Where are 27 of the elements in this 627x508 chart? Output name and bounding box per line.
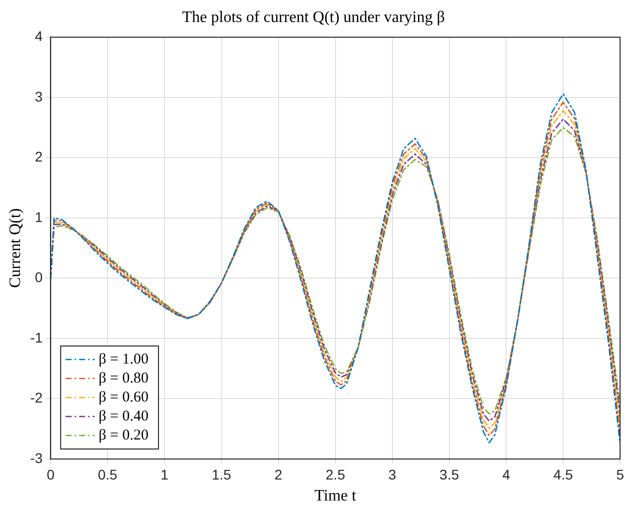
y-tick-label: 0 xyxy=(34,269,43,286)
y-tick-label: 2 xyxy=(34,148,43,165)
legend-label: β = 0.40 xyxy=(98,408,148,424)
x-axis-title: Time t xyxy=(314,488,357,505)
legend-label: β = 0.20 xyxy=(98,427,148,444)
chart-title: The plots of current Q(t) under varying β xyxy=(182,8,445,26)
y-axis-title: Current Q(t) xyxy=(6,208,24,288)
y-tick-label: 1 xyxy=(34,208,43,225)
x-tick-label: 2 xyxy=(274,466,283,482)
y-tick-label: -3 xyxy=(30,450,43,466)
y-tick-label: 4 xyxy=(34,28,43,44)
x-tick-label: 1 xyxy=(160,466,169,482)
legend-label: β = 1.00 xyxy=(98,351,148,368)
x-tick-label: 0 xyxy=(46,466,55,482)
legend-label: β = 0.60 xyxy=(98,389,148,406)
y-tick-label: -2 xyxy=(30,390,43,406)
x-tick-label: 1.5 xyxy=(212,466,232,482)
x-tick-label: 0.5 xyxy=(98,466,118,482)
legend-label: β = 0.80 xyxy=(98,370,148,386)
y-tick-label: -1 xyxy=(30,329,43,346)
x-tick-label: 3 xyxy=(388,466,396,482)
x-tick-label: 3.5 xyxy=(440,466,460,482)
x-tick-label: 2.5 xyxy=(326,466,346,482)
x-tick-label: 4.5 xyxy=(553,466,574,482)
y-tick-label: 3 xyxy=(34,88,43,104)
x-tick-label: 5 xyxy=(616,466,624,482)
x-tick-label: 4 xyxy=(502,466,510,482)
